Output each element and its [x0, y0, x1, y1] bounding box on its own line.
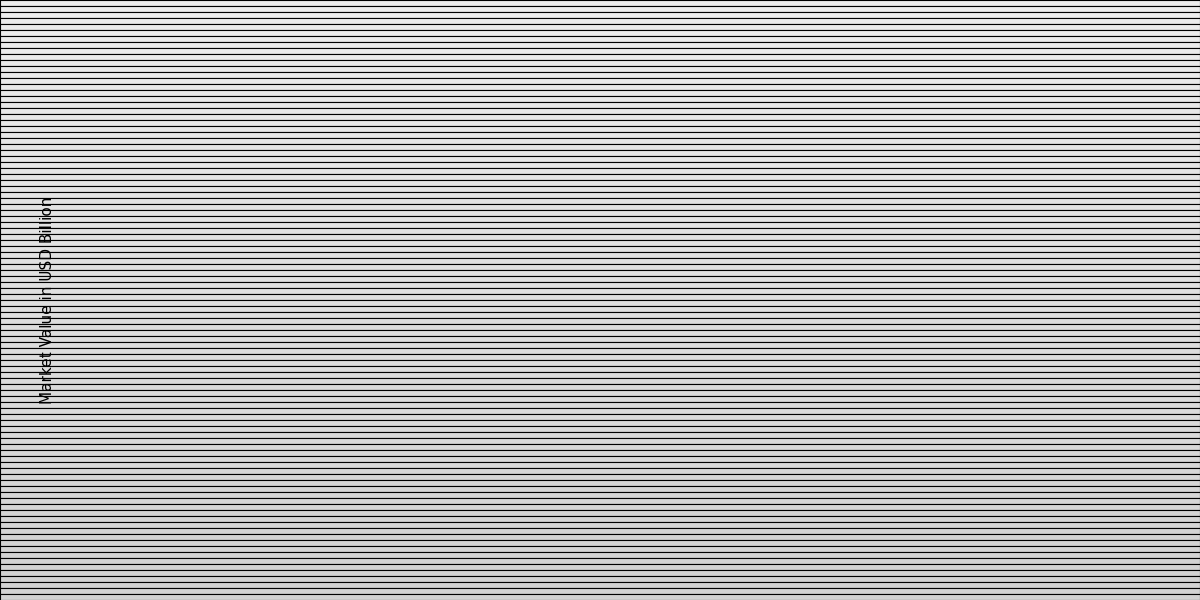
Bar	[691, 324, 737, 545]
Text: 12.55: 12.55	[440, 364, 484, 379]
Bar	[439, 384, 485, 545]
Bar	[102, 449, 149, 545]
Text: 11.23: 11.23	[356, 380, 400, 395]
Bar	[775, 300, 821, 545]
Bar	[859, 272, 905, 545]
Bar	[1111, 154, 1158, 545]
Bar	[523, 365, 569, 545]
Bar	[355, 401, 401, 545]
Text: 30.52: 30.52	[1112, 134, 1157, 149]
Bar	[186, 437, 233, 545]
Bar	[1027, 201, 1074, 545]
Bar	[607, 346, 653, 545]
Bar	[270, 414, 317, 545]
Text: Market Value in USD Billion: Market Value in USD Billion	[41, 196, 55, 404]
Title: Integrated Cloud Management Platform Market: Integrated Cloud Management Platform Mar…	[302, 15, 958, 43]
Bar	[943, 240, 990, 545]
